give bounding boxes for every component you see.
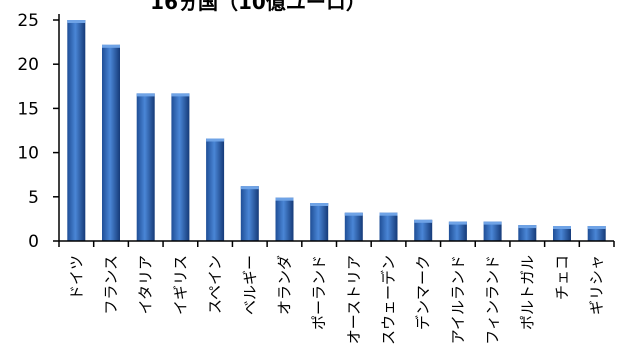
bar-cap-11: [414, 219, 433, 223]
bars-group: [67, 20, 606, 242]
x-category-label: ポルトガル: [518, 255, 536, 330]
bar-cap-6: [240, 186, 259, 190]
x-category-label: ドイツ: [67, 255, 85, 300]
x-category-label: イタリア: [137, 255, 155, 314]
bar-cap-3: [136, 93, 155, 97]
x-category-label: デンマーク: [414, 255, 432, 330]
bar-14: [518, 225, 537, 241]
bar-cap-12: [448, 221, 467, 225]
x-category-label: アイルランド: [449, 255, 467, 344]
y-tick-label: 0: [28, 232, 39, 252]
x-category-label: スウェーデン: [380, 255, 398, 345]
bar-cap-16: [587, 226, 606, 229]
x-category-label: オランダ: [276, 255, 294, 315]
y-tick-label: 5: [28, 188, 39, 208]
bar-3: [136, 93, 155, 242]
bar-cap-5: [206, 138, 225, 142]
bar-4: [171, 93, 190, 242]
x-category-label: チェコ: [553, 255, 571, 300]
y-tick-label: 15: [17, 99, 39, 119]
bar-10: [379, 212, 398, 241]
y-axis-ticks: 0 5 10 15 20 25: [17, 11, 59, 252]
bar-cap-9: [344, 212, 363, 216]
chart-title: 16ヵ国（10億ユーロ）: [150, 0, 366, 14]
bar-8: [310, 203, 329, 241]
bar-2: [102, 44, 120, 241]
bar-cap-4: [171, 93, 190, 97]
bar-7: [275, 197, 294, 241]
bar-cap-14: [518, 225, 537, 229]
bar-16: [587, 226, 606, 241]
x-axis-labels: ドイツ フランス イタリア イギリス スペイン ベルギー オランダ ポーランド オーストリア スウ…: [67, 255, 605, 345]
bar-13: [483, 221, 502, 241]
bar-6: [240, 186, 259, 241]
x-category-label: ポーランド: [310, 255, 328, 330]
x-category-label: ギリシャ: [588, 255, 606, 315]
bar-cap-2: [102, 44, 120, 48]
bar-cap-15: [553, 226, 571, 229]
y-tick-label: 25: [17, 11, 39, 31]
axes-group: [58, 14, 615, 247]
x-category-label: フィンランド: [484, 255, 502, 345]
bar-11: [414, 219, 433, 241]
y-tick-label: 10: [17, 144, 39, 164]
x-category-label: オーストリア: [345, 255, 363, 344]
x-category-label: フランス: [102, 255, 120, 315]
y-tick-label: 20: [17, 55, 39, 75]
bar-12: [448, 221, 467, 241]
bar-1: [67, 20, 86, 241]
bar-9: [344, 212, 363, 241]
bar-cap-1: [67, 20, 86, 23]
bar-15: [553, 226, 571, 241]
bar-cap-7: [275, 197, 294, 201]
x-category-label: ベルギー: [241, 255, 259, 315]
bar-cap-8: [310, 203, 329, 206]
x-category-label: スペイン: [206, 255, 224, 314]
x-category-label: イギリス: [171, 255, 189, 315]
bar-cap-10: [379, 212, 398, 216]
bar-cap-13: [483, 221, 502, 225]
bar-5: [206, 138, 225, 241]
